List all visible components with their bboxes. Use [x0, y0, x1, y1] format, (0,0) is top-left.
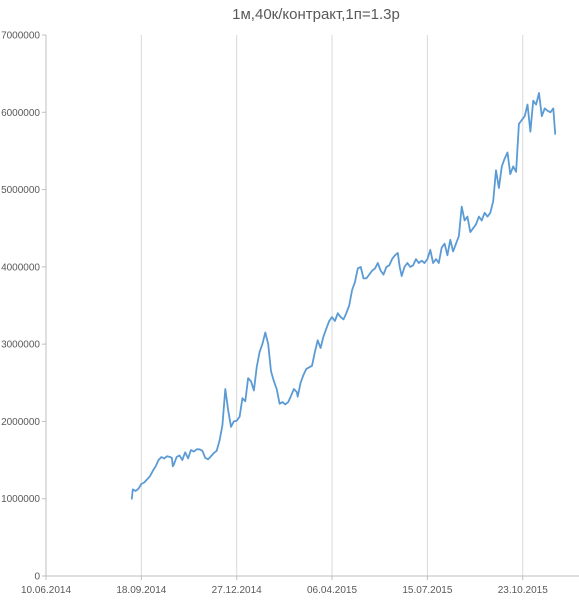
y-tick-label-0: 0: [34, 572, 40, 583]
x-tick-label-0: 10.06.2014: [21, 585, 71, 596]
y-tick-label-6: 6000000: [1, 108, 40, 119]
y-axis-ticks: 0 1000000 2000000 3000000 4000000 5000000 6000…: [1, 31, 46, 583]
x-tick-label-2: 27.12.2014: [212, 585, 262, 596]
axes: [45, 35, 579, 577]
x-tick-label-1: 18.09.2014: [116, 585, 166, 596]
y-tick-label-3: 3000000: [1, 340, 40, 351]
y-tick-label-5: 5000000: [1, 185, 40, 196]
y-tick-label-4: 4000000: [1, 262, 40, 273]
series-line-0: [130, 92, 557, 500]
y-tick-label-2: 2000000: [1, 417, 40, 428]
x-tick-label-4: 15.07.2015: [402, 585, 452, 596]
gridlines: [45, 35, 524, 576]
y-tick-label-7: 7000000: [1, 31, 40, 42]
chart-title: 1м,40к/контракт,1п=1.3р: [232, 6, 400, 23]
x-tick-label-5: 23.10.2015: [498, 585, 548, 596]
series-group: [130, 92, 557, 500]
x-tick-label-3: 06.04.2015: [307, 585, 357, 596]
x-axis-ticks: 10.06.2014 18.09.2014 27.12.2014 06.04.2015…: [21, 576, 548, 596]
y-tick-label-1: 1000000: [1, 494, 40, 505]
